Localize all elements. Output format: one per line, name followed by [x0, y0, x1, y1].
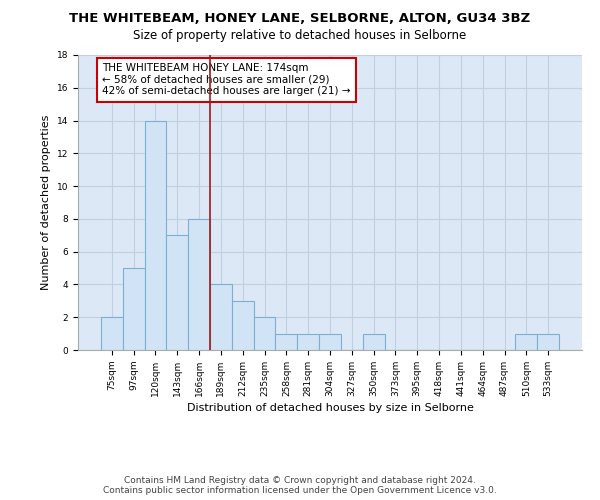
Bar	[101, 317, 123, 350]
Bar	[319, 334, 341, 350]
Bar	[145, 120, 166, 350]
Y-axis label: Number of detached properties: Number of detached properties	[41, 115, 51, 290]
Bar	[188, 219, 210, 350]
Bar	[275, 334, 297, 350]
Bar	[232, 301, 254, 350]
Bar	[254, 317, 275, 350]
Text: Size of property relative to detached houses in Selborne: Size of property relative to detached ho…	[133, 29, 467, 42]
Text: Contains HM Land Registry data © Crown copyright and database right 2024.
Contai: Contains HM Land Registry data © Crown c…	[103, 476, 497, 495]
Text: THE WHITEBEAM HONEY LANE: 174sqm
← 58% of detached houses are smaller (29)
42% o: THE WHITEBEAM HONEY LANE: 174sqm ← 58% o…	[102, 63, 350, 96]
Text: THE WHITEBEAM, HONEY LANE, SELBORNE, ALTON, GU34 3BZ: THE WHITEBEAM, HONEY LANE, SELBORNE, ALT…	[70, 12, 530, 26]
Bar	[210, 284, 232, 350]
Bar	[166, 236, 188, 350]
Bar	[123, 268, 145, 350]
Bar	[297, 334, 319, 350]
Bar	[537, 334, 559, 350]
X-axis label: Distribution of detached houses by size in Selborne: Distribution of detached houses by size …	[187, 403, 473, 413]
Bar	[363, 334, 385, 350]
Bar	[515, 334, 537, 350]
